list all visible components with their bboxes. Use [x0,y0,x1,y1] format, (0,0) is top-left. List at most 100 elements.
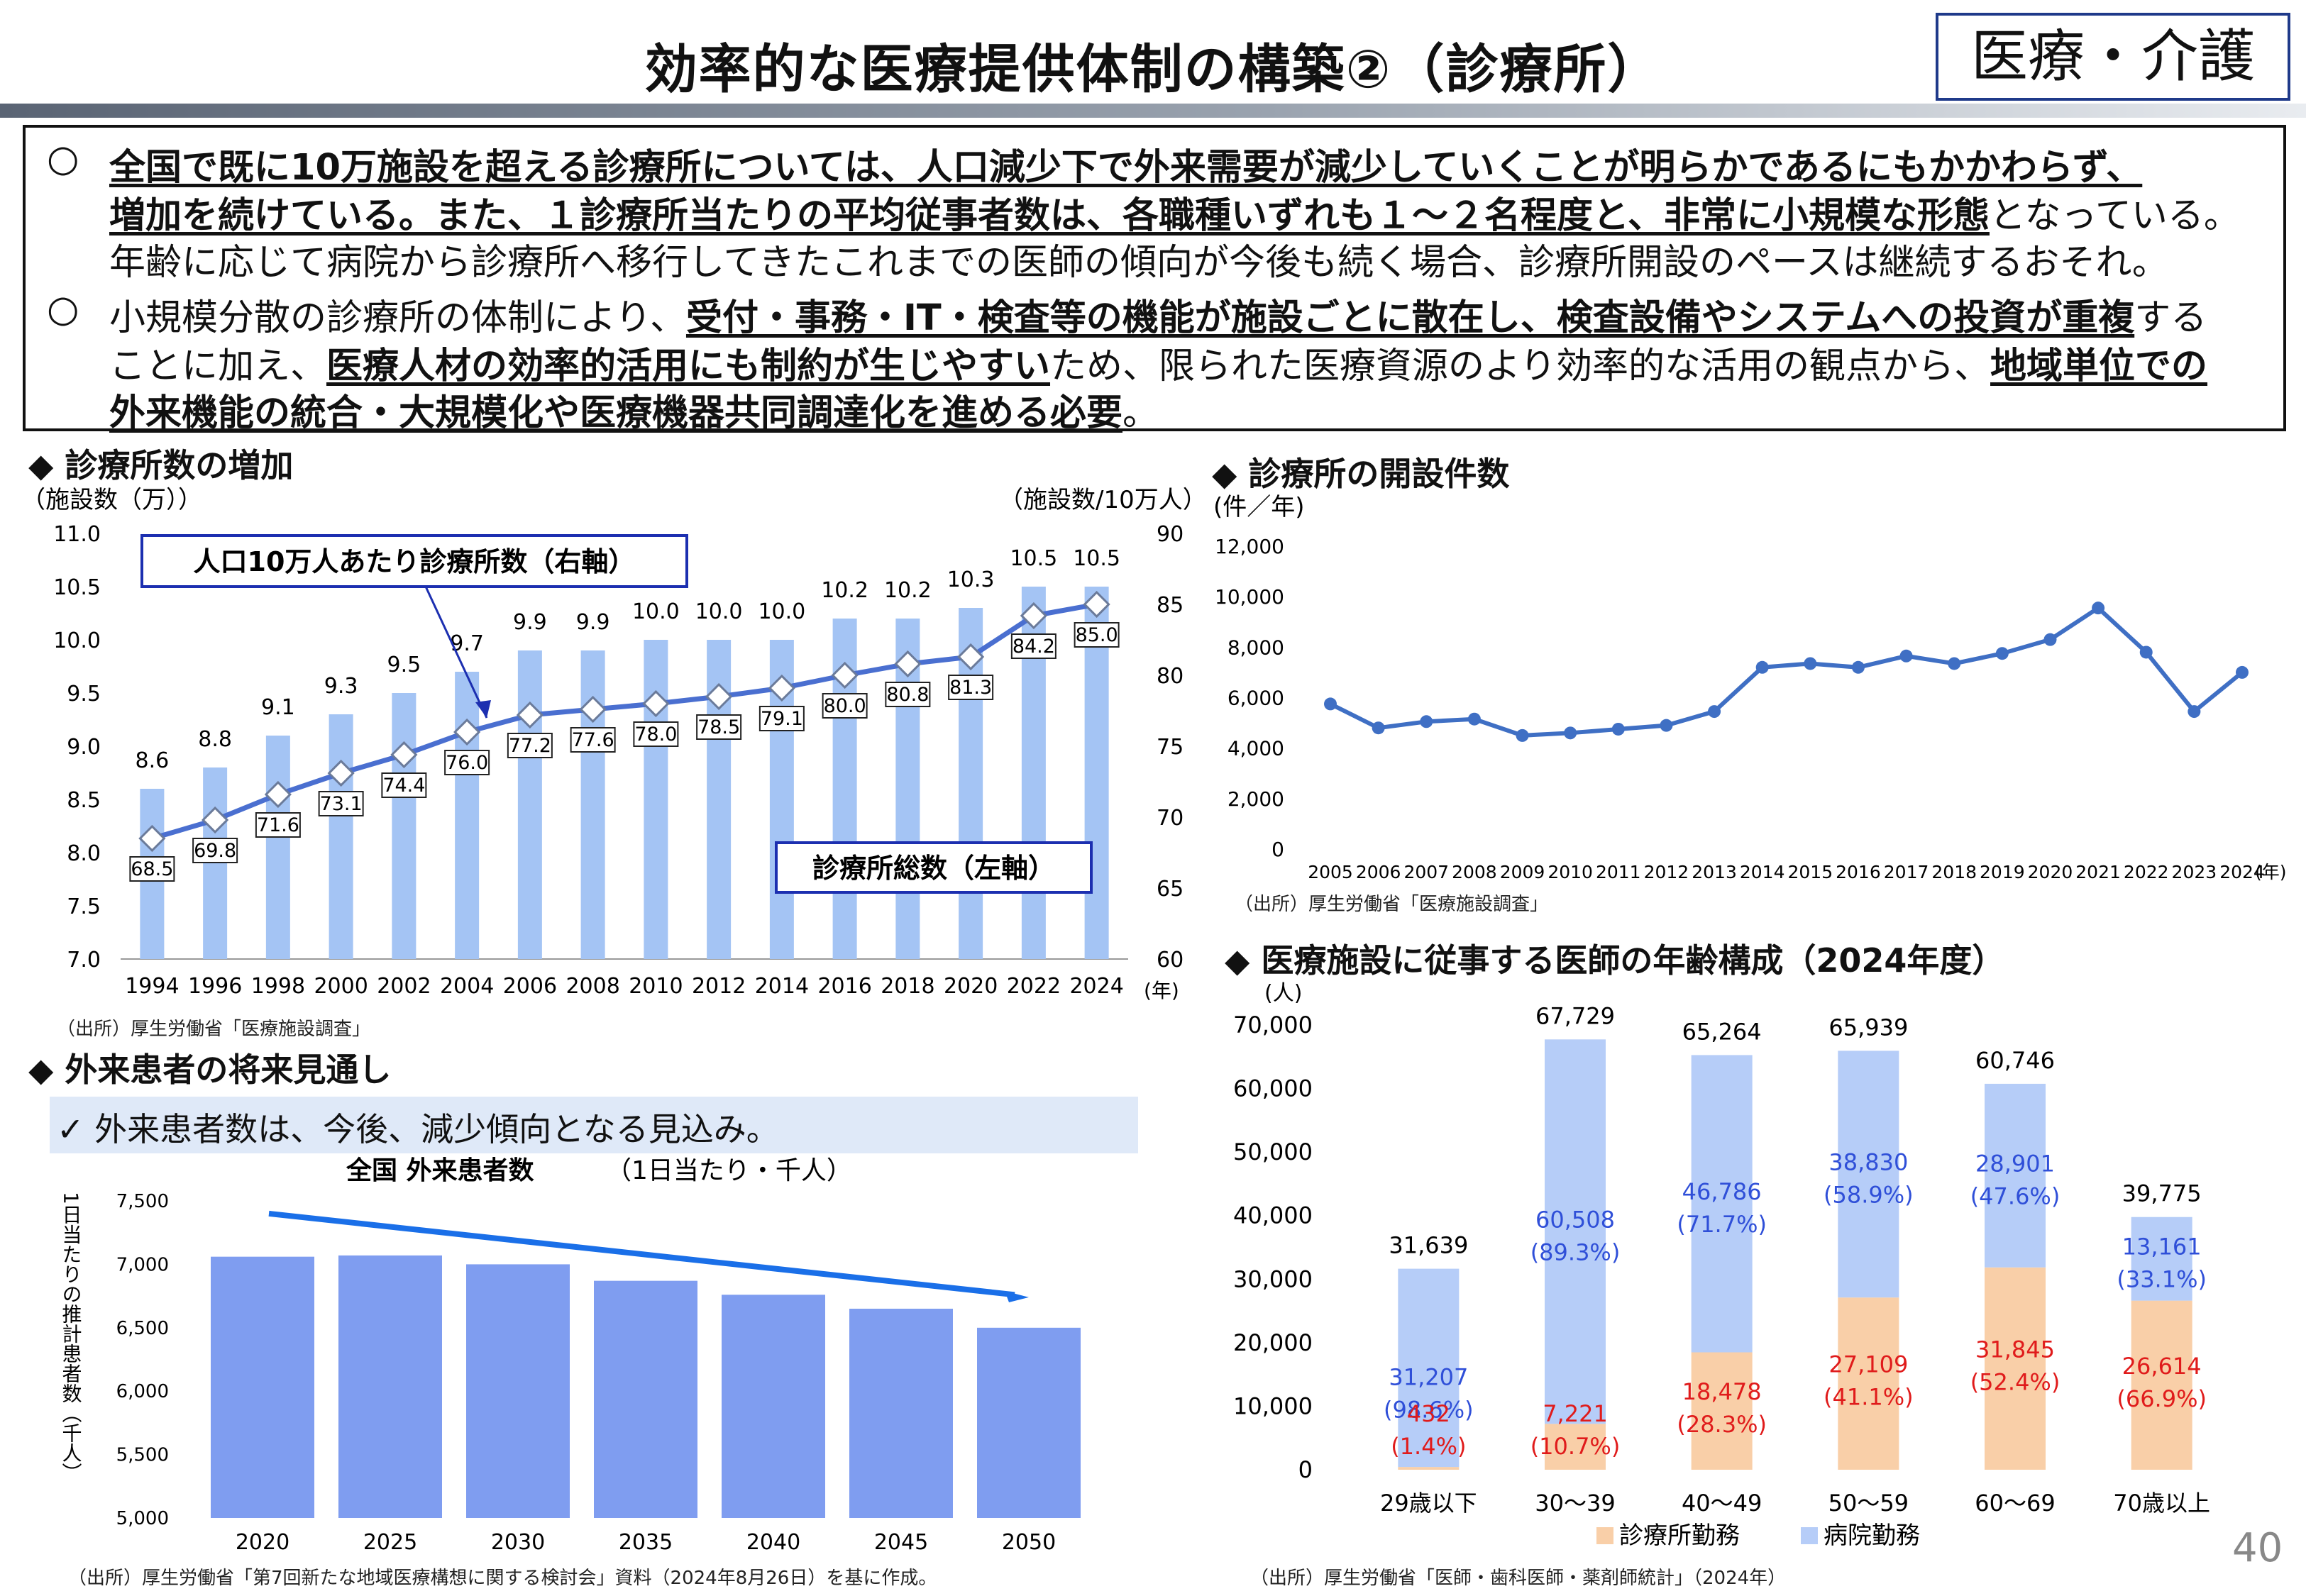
bar [849,1308,953,1518]
line-value-label: 84.2 [1013,636,1055,658]
outpatient-source: （出所）厚生労働省「第7回新たな地域医療構想に関する検討会」資料（2024年8月… [68,1568,937,1589]
x-tick-label: 2012 [1644,862,1689,882]
hospital-value-label: 60,508 [1535,1206,1615,1233]
legend-hospital-swatch [1801,1527,1818,1544]
hospital-pct-label: (71.7%) [1677,1211,1767,1238]
bar [517,650,542,959]
total-label: 31,639 [1389,1232,1468,1259]
x-tick-label: 2024 [2219,862,2265,882]
x-tick-label: 30～39 [1535,1490,1615,1517]
x-tick-label: 2006 [1356,862,1401,882]
left-tick-label: 9.0 [67,735,101,760]
clinic-pct-label: (52.4%) [1970,1368,2060,1395]
clinic-value-label: 7,221 [1543,1400,1608,1427]
hospital-bar [1691,1055,1753,1353]
clinic-value-label: 27,109 [1828,1351,1908,1378]
hospital-bar [1545,1039,1606,1424]
outpatient-note: ✓ 外来患者数は、今後、減少傾向となる見込み。 [57,1110,779,1148]
bar-value-label: 10.5 [1010,546,1057,571]
line-value-label: 69.8 [194,840,236,862]
line-point [327,759,355,787]
line-label-box [822,693,868,719]
page-number: 40 [2232,1525,2283,1571]
clinic-pct-label: (28.3%) [1677,1411,1767,1438]
x-tick-label: 2016 [817,974,871,999]
line-point [705,682,733,711]
chart-title: 全国 外来患者数 [346,1156,534,1185]
clinic-pct-label: (66.9%) [2117,1385,2207,1412]
right-tick-label: 85 [1157,593,1184,618]
left-tick-label: 11.0 [53,522,101,547]
bar-value-label: 8.8 [198,727,232,752]
bar [265,736,290,959]
x-tick-label: 2025 [363,1530,417,1555]
x-tick-label: 2045 [874,1530,928,1555]
clinic-value-label: 432 [1407,1400,1450,1427]
line-point [138,824,166,853]
x-tick-label: 50～59 [1828,1490,1909,1517]
clinic-value-label: 26,614 [2122,1353,2202,1380]
x-tick-label: 2008 [1452,862,1497,882]
openings-point [1611,722,1625,736]
right-tick-label: 65 [1157,877,1184,902]
bar [338,1255,442,1518]
x-tick-label: 2020 [944,974,998,999]
y-tick-label: 12,000 [1215,535,1284,558]
openings-point [1804,657,1817,670]
x-tick-label: 2007 [1403,862,1449,882]
x-tick-label: 2023 [2172,862,2217,882]
bar-value-label: 9.3 [324,674,358,699]
clinic-pct-label: (41.1%) [1824,1384,1914,1411]
line-point [202,806,229,834]
y-tick-label: 8,000 [1228,636,1284,659]
line-value-label: 81.3 [949,677,992,699]
doctors-section-title: ◆ 医療施設に従事する医師の年齢構成（2024年度） [1225,941,2005,980]
y-tick-label: 10,000 [1215,585,1284,609]
doctors-chart: (人) 70,000 60,000 50,000 40,000 30,000 20,000 1… [1233,981,2210,1550]
line-label-box [1074,622,1120,648]
x-tick-label: 2010 [629,974,683,999]
line-value-label: 71.6 [257,814,299,836]
openings-source: （出所）厚生労働省「医療施設調査」 [1235,894,1549,915]
x-tick-label: 2002 [377,974,431,999]
line-value-label: 78.5 [697,716,740,738]
left-tick-label: 9.5 [67,682,101,706]
x-tick-label: 2013 [1692,862,1737,882]
line-point [768,674,795,702]
x-tick-label: 60～69 [1975,1490,2055,1517]
y-tick-label: 6,000 [1228,687,1284,710]
summary-p1-line3: 年齢に応じて病院から診療所へ移行してきたこれまでの医師の傾向が今後も続く場合、診… [109,242,2168,284]
category-badge: 医療・介護 [1936,13,2290,101]
doctors-source: （出所）厚生労働省「医師・歯科医師・薬剤師統計」（2024年） [1250,1568,1787,1589]
hospital-value-label: 38,830 [1828,1148,1908,1175]
summary-p2-l3c: 。 [1122,392,1159,434]
total-label: 65,264 [1682,1018,1762,1045]
summary-p1-line1: 全国で既に10万施設を超える診療所については、人口減少下で外来需要が減少していく… [109,147,2143,189]
openings-point [1372,721,1385,735]
line-value-label: 68.5 [131,858,173,880]
summary-p1-line2-bold: 増加を続けている。また、１診療所当たりの平均従事者数は、各職種いずれも１～２名程… [109,195,1990,237]
x-tick-label: 29歳以下 [1380,1490,1477,1517]
left-tick-label: 10.5 [53,575,101,600]
bar [466,1264,570,1518]
summary-p2-line3: 外来機能の統合・大規模化や医療機器共同調達化を進める必要。 [109,383,1159,436]
bar [392,693,416,959]
line-value-label: 80.0 [824,695,866,717]
page-title: 効率的な医療提供体制の構築②（診療所） [644,39,1662,100]
openings-point [1324,697,1337,711]
bar [1084,587,1109,959]
openings-point [1660,719,1673,732]
x-tick-label: 2022 [1007,974,1061,999]
x-tick-label: 2018 [881,974,934,999]
openings-chart: (件／年) 12,000 10,000 8,000 6,000 4,000 2,000 0 20… [1213,493,2287,882]
left-tick-label: 10.0 [53,628,101,653]
x-tick-label: 2035 [619,1530,673,1555]
x-tick-label: 2000 [314,974,368,999]
x-tick-label: 2030 [491,1530,545,1555]
clinic-pct-label: (10.7%) [1530,1433,1621,1460]
bar-value-label: 9.1 [261,695,295,720]
y-tick-label: 4,000 [1228,737,1284,760]
right-tick-label: 60 [1157,948,1184,972]
clinic-bar [1691,1352,1753,1470]
line-label-box [192,838,238,863]
